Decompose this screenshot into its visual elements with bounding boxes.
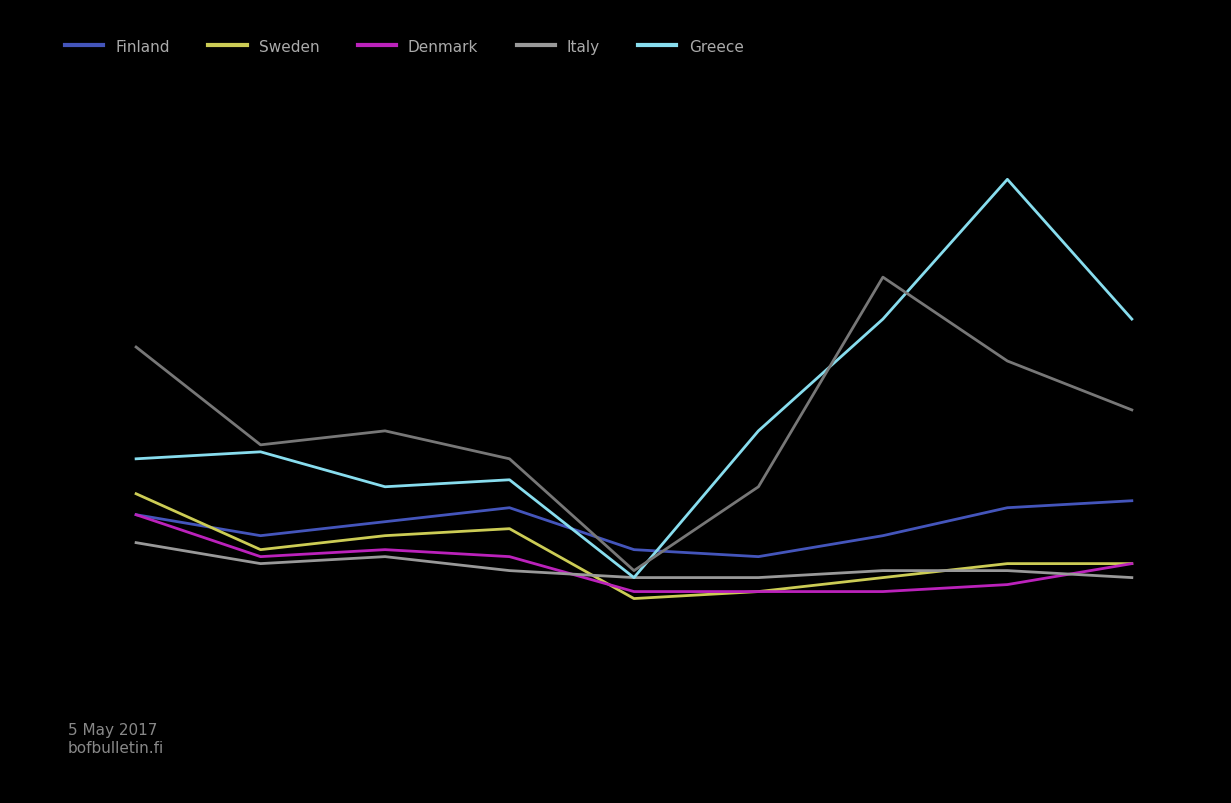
Legend: Finland, Sweden, Denmark, Italy, Greece: Finland, Sweden, Denmark, Italy, Greece (59, 34, 750, 61)
Text: 5 May 2017
bofbulletin.fi: 5 May 2017 bofbulletin.fi (68, 723, 164, 755)
